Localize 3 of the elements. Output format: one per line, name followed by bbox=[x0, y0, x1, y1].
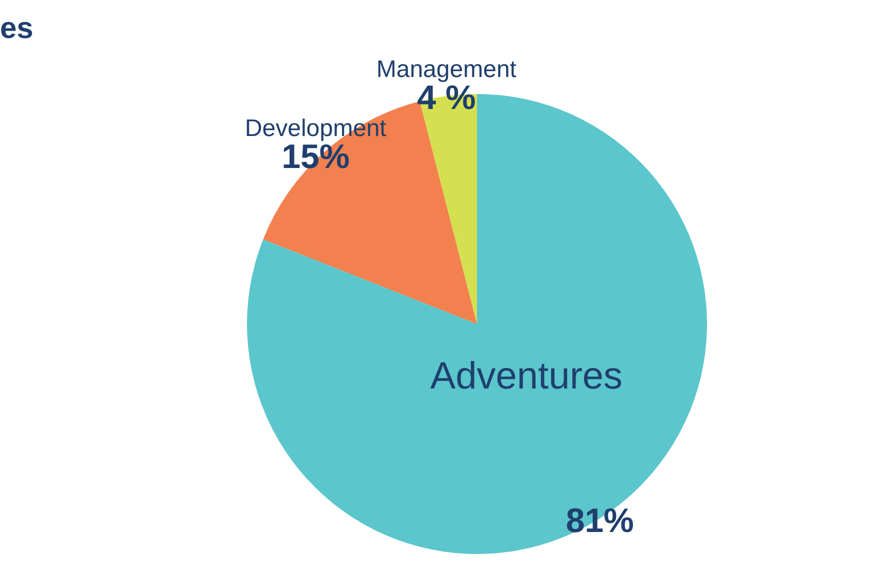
slice-label: Adventures bbox=[430, 356, 622, 398]
chart-title: es bbox=[0, 12, 34, 45]
slice-label: Management bbox=[376, 56, 517, 83]
